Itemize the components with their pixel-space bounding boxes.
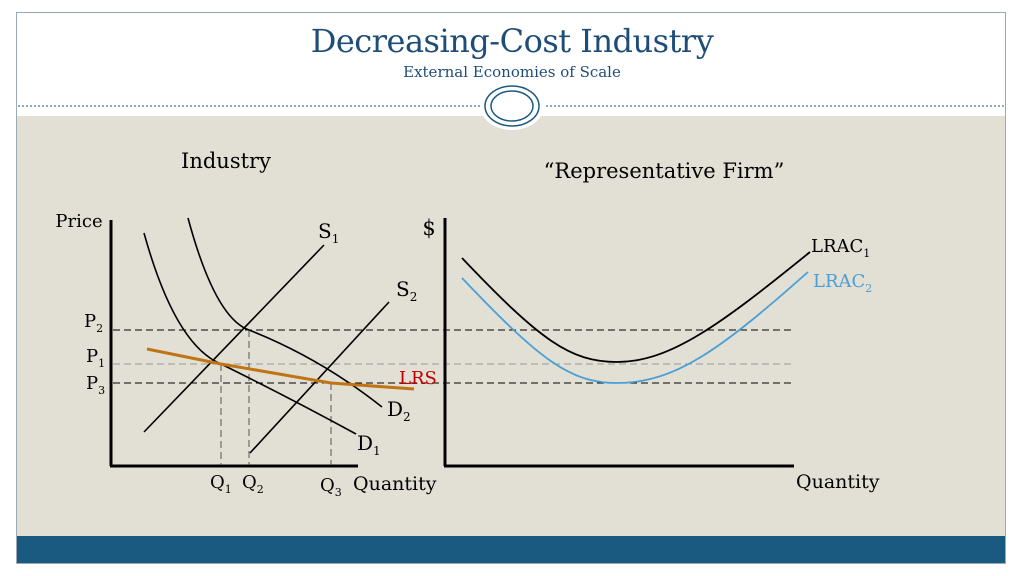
industry-y-axis-label: Price (55, 211, 102, 232)
firm-x-axis-label: Quantity (796, 471, 880, 493)
p2-label: P2 (84, 311, 103, 335)
q1-label: Q1 (210, 472, 232, 496)
title-divider (18, 82, 1006, 130)
q2-label: Q2 (242, 472, 264, 496)
d1-label: D1 (357, 431, 381, 458)
supply-curve-s1 (143, 244, 325, 433)
lrac2-curve (461, 271, 809, 384)
demand-curve-d1 (143, 232, 357, 435)
industry-x-axis-label: Quantity (353, 473, 437, 495)
q3-label: Q3 (320, 475, 342, 499)
firm-y-axis-label: $ (422, 216, 435, 240)
footer-bar (17, 536, 1005, 563)
p1-label: P1 (86, 346, 105, 370)
p3-label: P3 (86, 373, 105, 397)
slide-title: Decreasing-Cost Industry (310, 22, 714, 60)
s1-label: S1 (318, 219, 339, 246)
demand-curve-d2 (187, 217, 383, 408)
d2-label: D2 (387, 397, 411, 424)
s2-label: S2 (396, 277, 417, 304)
lrs-label: LRS (399, 368, 437, 389)
supply-curve-s2 (249, 301, 390, 454)
lrac1-curve (461, 251, 811, 363)
firm-heading: “Representative Firm” (544, 159, 785, 183)
lrac1-label: LRAC1 (811, 236, 870, 260)
industry-heading: Industry (181, 149, 271, 173)
slide-subtitle: External Economies of Scale (403, 63, 621, 81)
long-run-supply-curve (146, 347, 415, 391)
lrac2-label: LRAC2 (813, 271, 872, 295)
firm-axes (443, 218, 794, 468)
industry-axes (109, 220, 358, 468)
